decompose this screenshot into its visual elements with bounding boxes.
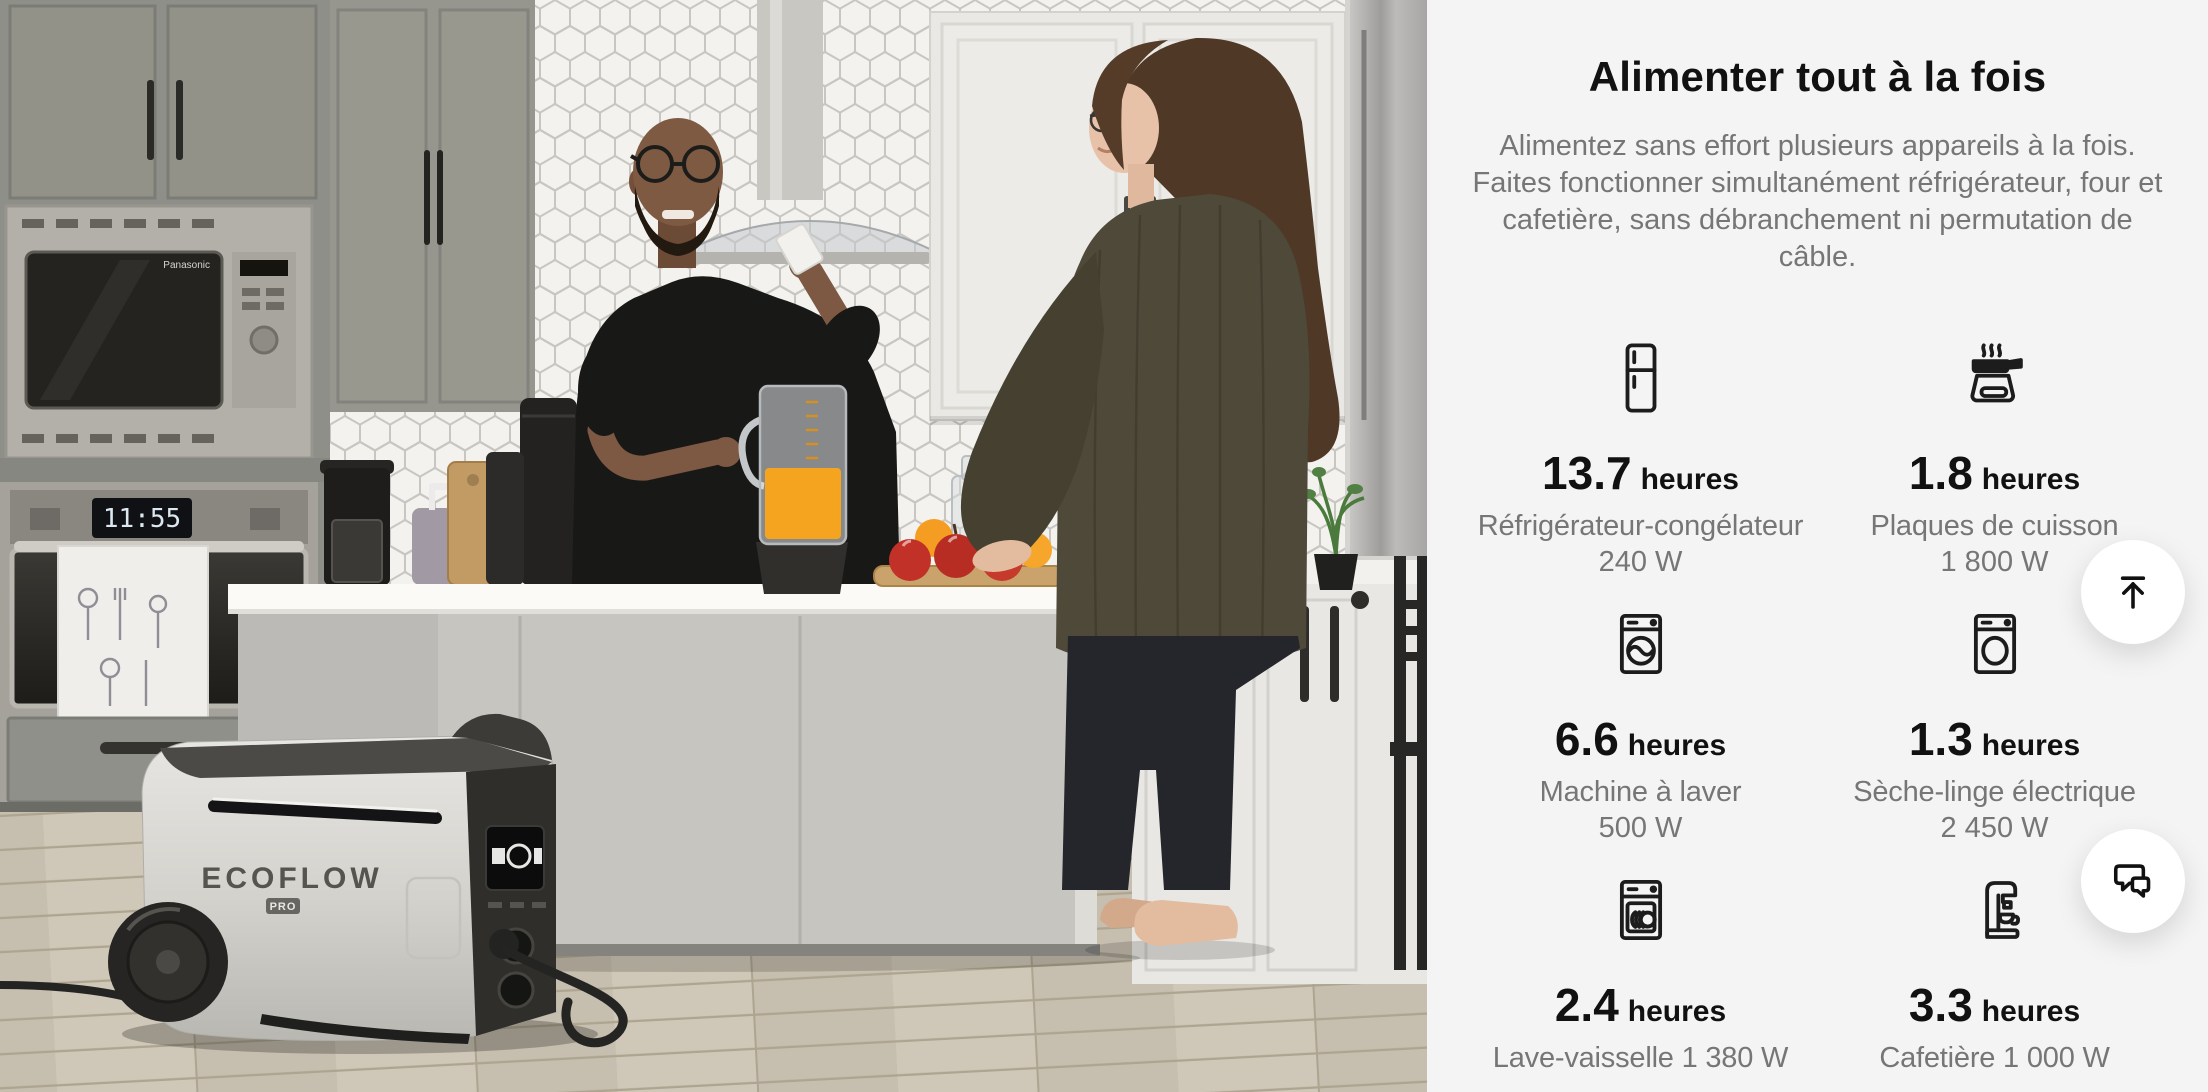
dishwasher-icon <box>1605 874 1677 946</box>
stat-unit: heures <box>1981 463 2081 496</box>
stat-unit: heures <box>1981 995 2081 1028</box>
back-to-top-button[interactable] <box>2081 540 2185 644</box>
device-logo: ECOFLOW <box>201 862 382 895</box>
section-description: Alimentez sans effort plusieurs appareil… <box>1472 130 2163 273</box>
stat-dryer: 1.3 heures Sèche-linge électrique 2 450 W <box>1820 608 2170 846</box>
chat-bubbles-icon <box>2113 864 2151 898</box>
stat-value-line: 1.3 heures <box>1909 716 2080 762</box>
stat-value-line: 13.7 heures <box>1542 450 1739 496</box>
stat-value-line: 6.6 heures <box>1555 716 1726 762</box>
kitchen-lifestyle-photo: Panasonic 11:55 Whirlpool <box>0 0 1427 1092</box>
chat-button[interactable] <box>2081 829 2185 933</box>
bar-chair <box>1390 556 1427 970</box>
stat-label: Lave-vaisselle 1 380 W <box>1492 1042 1789 1074</box>
dryer-icon <box>1959 608 2031 680</box>
microwave-brand-label: Panasonic <box>163 260 210 271</box>
stat-value: 1.8 <box>1908 447 1973 499</box>
washing-machine-icon <box>1605 608 1677 680</box>
coffee-maker-icon <box>1959 874 2031 946</box>
stat-power: 2 450 W <box>1940 812 2049 844</box>
stat-power: 240 W <box>1598 546 1683 578</box>
feature-panel: Alimenter tout à la fois Alimentez sans … <box>1427 0 2208 1092</box>
power-station: ECOFLOW PRO <box>0 713 628 1054</box>
woman-figure <box>960 37 1340 960</box>
stat-unit: heures <box>1981 729 2081 762</box>
cooktop-icon <box>1959 342 2031 414</box>
stat-label: Plaques de cuisson <box>1870 510 2119 542</box>
stat-cooktop: 1.8 heures Plaques de cuisson 1 800 W <box>1820 342 2170 580</box>
fridge-icon <box>1605 342 1677 414</box>
stat-unit: heures <box>1640 463 1739 496</box>
stat-coffee-maker: 3.3 heures Cafetière 1 000 W <box>1820 874 2170 1076</box>
stat-refrigerator: 13.7 heures Réfrigérateur-congélateur 240… <box>1466 342 1816 580</box>
range-hood <box>687 0 933 264</box>
device-badge: PRO <box>270 901 297 913</box>
kitchen-scene: Panasonic 11:55 Whirlpool <box>0 0 1427 1092</box>
power-cable-right <box>501 945 628 1048</box>
oven-clock: 11:55 <box>103 504 181 534</box>
power-cable-left <box>0 981 132 1002</box>
stat-washing-machine: 6.6 heures Machine à laver 500 W <box>1466 608 1816 846</box>
stat-dishwasher: 2.4 heures Lave-vaisselle 1 380 W <box>1466 874 1816 1076</box>
stat-value: 1.3 <box>1908 713 1973 765</box>
stat-unit: heures <box>1627 729 1727 762</box>
section-title: Alimenter tout à la fois <box>1588 53 2047 100</box>
built-in-microwave: Panasonic <box>4 204 314 460</box>
stat-value: 3.3 <box>1908 979 1973 1031</box>
stat-value-line: 1.8 heures <box>1909 450 2080 496</box>
stat-label: Réfrigérateur-congélateur <box>1477 510 1804 542</box>
stat-value-line: 3.3 heures <box>1909 982 2080 1028</box>
stainless-fridge <box>1350 0 1427 556</box>
stat-unit: heures <box>1627 995 1727 1028</box>
stat-value: 2.4 <box>1554 979 1619 1031</box>
stat-value-line: 2.4 heures <box>1555 982 1726 1028</box>
blender <box>738 384 848 594</box>
stat-power: 1 800 W <box>1940 546 2049 578</box>
stat-label: Machine à laver <box>1539 776 1742 808</box>
stat-power: 500 W <box>1598 812 1683 844</box>
arrow-to-top-icon <box>2120 576 2146 609</box>
stat-label: Cafetière 1 000 W <box>1879 1042 2110 1074</box>
stat-value: 13.7 <box>1542 447 1632 499</box>
kitchen-towel <box>57 545 209 745</box>
stat-value: 6.6 <box>1554 713 1619 765</box>
runtime-stats-grid: 13.7 heures Réfrigérateur-congélateur 240… <box>1466 342 2170 1076</box>
stat-label: Sèche-linge électrique <box>1853 776 2136 808</box>
